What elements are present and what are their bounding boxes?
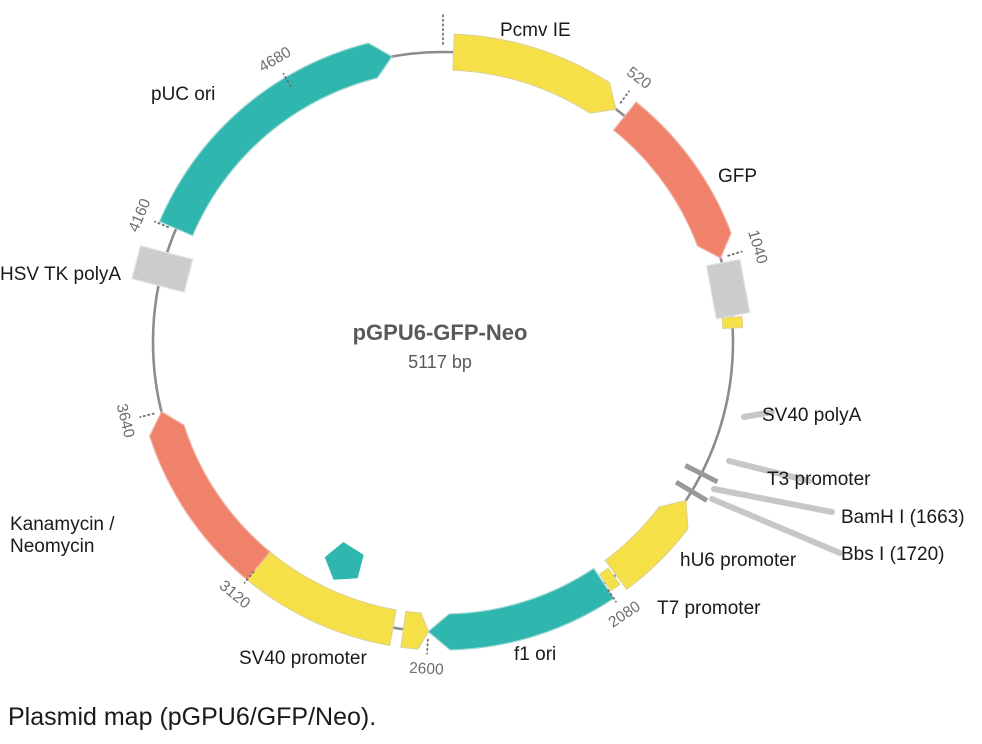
svg-text:2080: 2080: [606, 598, 644, 631]
svg-text:3640: 3640: [113, 402, 138, 440]
svg-text:4160: 4160: [125, 196, 154, 235]
svg-text:4680: 4680: [256, 43, 295, 75]
svg-text:2600: 2600: [409, 660, 445, 679]
svg-text:520: 520: [623, 64, 654, 93]
svg-text:3120: 3120: [216, 577, 254, 612]
svg-text:1040: 1040: [744, 228, 770, 266]
